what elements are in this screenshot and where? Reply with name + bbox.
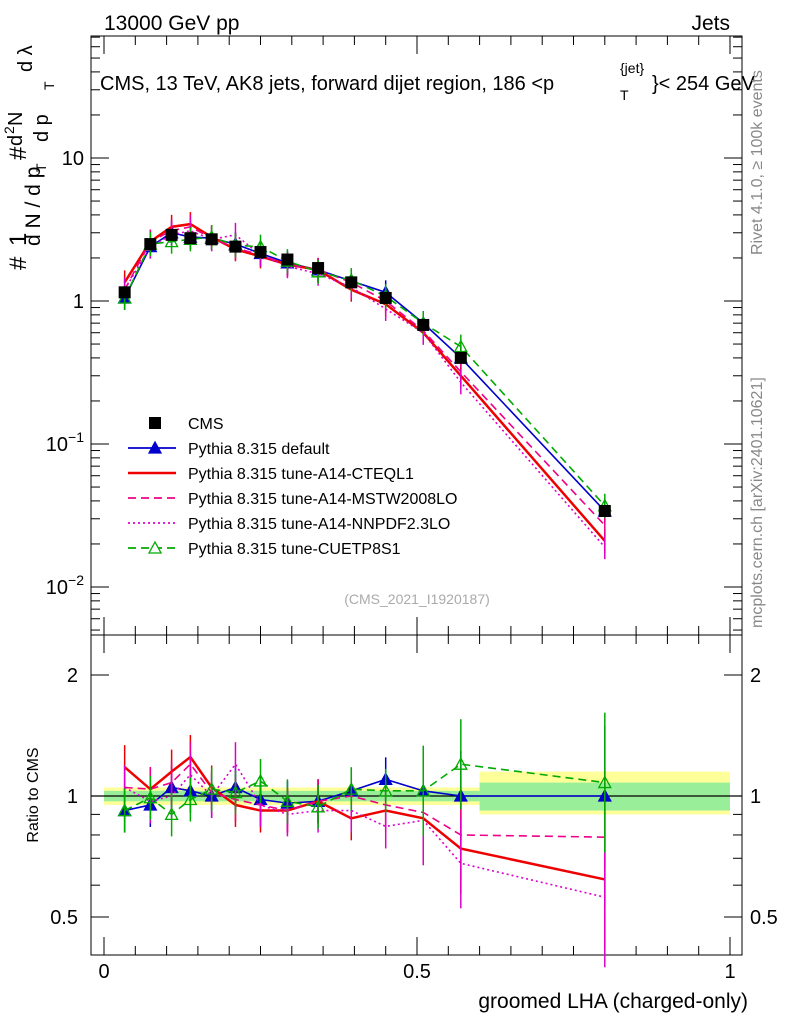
cms-data-point	[165, 228, 178, 241]
ratio-point	[453, 756, 468, 770]
title-sub: T	[620, 87, 629, 103]
y-tick-label: 10	[46, 434, 68, 456]
side-text-mcplots: mcplots.cern.ch [arXiv:2401.10621]	[749, 377, 766, 628]
data-point	[453, 339, 468, 353]
ylabel-hash2: #	[5, 146, 32, 160]
x-tick-label: 0.5	[403, 961, 431, 983]
cms-data-point	[345, 276, 358, 289]
ratio-point	[143, 790, 158, 804]
y-tick-label-exp: −2	[68, 572, 84, 588]
plot-title: CMS, 13 TeV, AK8 jets, forward dijet reg…	[100, 60, 756, 103]
cms-data-point	[598, 504, 611, 517]
title-sup: {jet}	[620, 60, 644, 76]
ratio-point	[117, 803, 132, 817]
ratio-tick-label-right: 1	[750, 786, 761, 808]
cms-data-point	[281, 253, 294, 266]
y-axis-label: # 1 d N / d p T # d 2 N d p T d λ	[1, 45, 57, 270]
legend-label: Pythia 8.315 tune-A14-MSTW2008LO	[188, 491, 457, 508]
data-point	[164, 234, 179, 248]
legend-marker	[147, 440, 163, 454]
ratio-line	[124, 762, 605, 898]
legend-marker	[147, 540, 163, 554]
legend-marker	[149, 417, 161, 429]
ratio-tick-label: 2	[67, 665, 78, 687]
legend-label: Pythia 8.315 tune-A14-NNPDF2.3LO	[188, 516, 450, 533]
ylabel-one: 1	[5, 233, 32, 246]
cms-data-point	[229, 240, 242, 253]
ratio-line	[124, 762, 605, 838]
cms-data-point	[118, 286, 131, 299]
cms-data-point	[184, 232, 197, 245]
ratio-point	[228, 785, 243, 799]
cms-data-point	[379, 291, 392, 304]
ratio-tick-label-right: 2	[750, 665, 761, 687]
ratio-line	[123, 755, 606, 881]
legend-label: CMS	[188, 416, 224, 433]
cms-data-point	[144, 238, 157, 251]
cms-data-point	[417, 318, 430, 331]
ylabel-dp: d p	[31, 114, 53, 142]
ratio-y-label: Ratio to CMS	[25, 747, 42, 842]
y-tick-label: 10	[62, 148, 84, 170]
legend-label: Pythia 8.315 tune-A14-CTEQL1	[188, 466, 414, 483]
ylabel-hash: #	[5, 256, 32, 270]
ratio-point	[183, 792, 198, 806]
cms-data-point	[205, 233, 218, 246]
ratio-point	[280, 793, 295, 807]
ylabel-dl: d λ	[15, 45, 37, 72]
y-tick-label: 1	[73, 291, 84, 313]
ylabel-T2: T	[41, 81, 57, 90]
y-tick-label: 10	[46, 577, 68, 599]
ylabel-T: T	[33, 163, 49, 172]
ratio-tick-label-right: 0.5	[750, 907, 778, 929]
watermark: (CMS_2021_I1920187)	[344, 591, 490, 607]
ratio-point	[378, 783, 393, 797]
ratio-point	[344, 781, 359, 795]
ratio-point	[416, 783, 431, 797]
ylabel-N: N	[5, 112, 27, 126]
cms-data-point	[454, 351, 467, 364]
x-tick-label: 1	[724, 961, 735, 983]
title-tail: }< 254 GeV	[652, 73, 756, 95]
cms-data-point	[254, 246, 267, 259]
header-left: 13000 GeV pp	[104, 12, 239, 35]
title-main: CMS, 13 TeV, AK8 jets, forward dijet reg…	[100, 73, 554, 95]
ratio-plot-content: 0 0.5 1 0.5 0.5 1 1 2 2	[50, 635, 778, 983]
legend-label: Pythia 8.315 default	[188, 441, 330, 458]
ratio-point	[253, 773, 268, 787]
ratio-point	[164, 807, 179, 821]
legend: CMS Pythia 8.315 default Pythia 8.315 tune…	[128, 416, 457, 558]
ratio-line	[124, 763, 605, 816]
side-text-rivet: Rivet 4.1.0, ≥ 100k events	[749, 70, 766, 255]
ratio-tick-label: 0.5	[50, 907, 78, 929]
legend-label: Pythia 8.315 tune-CUETP8S1	[188, 541, 401, 558]
y-tick-label-exp: −1	[68, 429, 84, 445]
header-right: Jets	[691, 12, 730, 35]
ratio-point	[597, 775, 612, 789]
x-axis-label: groomed LHA (charged-only)	[478, 990, 748, 1013]
ratio-point	[310, 799, 326, 813]
ylabel-dN: d N / d p	[22, 167, 45, 246]
x-tick-label: 0	[98, 961, 109, 983]
ylabel-two: 2	[1, 126, 17, 134]
ylabel-d2N: d	[5, 135, 27, 146]
ratio-tick-label: 1	[67, 786, 78, 808]
ratio-point	[204, 781, 219, 795]
cms-data-point	[312, 262, 325, 275]
